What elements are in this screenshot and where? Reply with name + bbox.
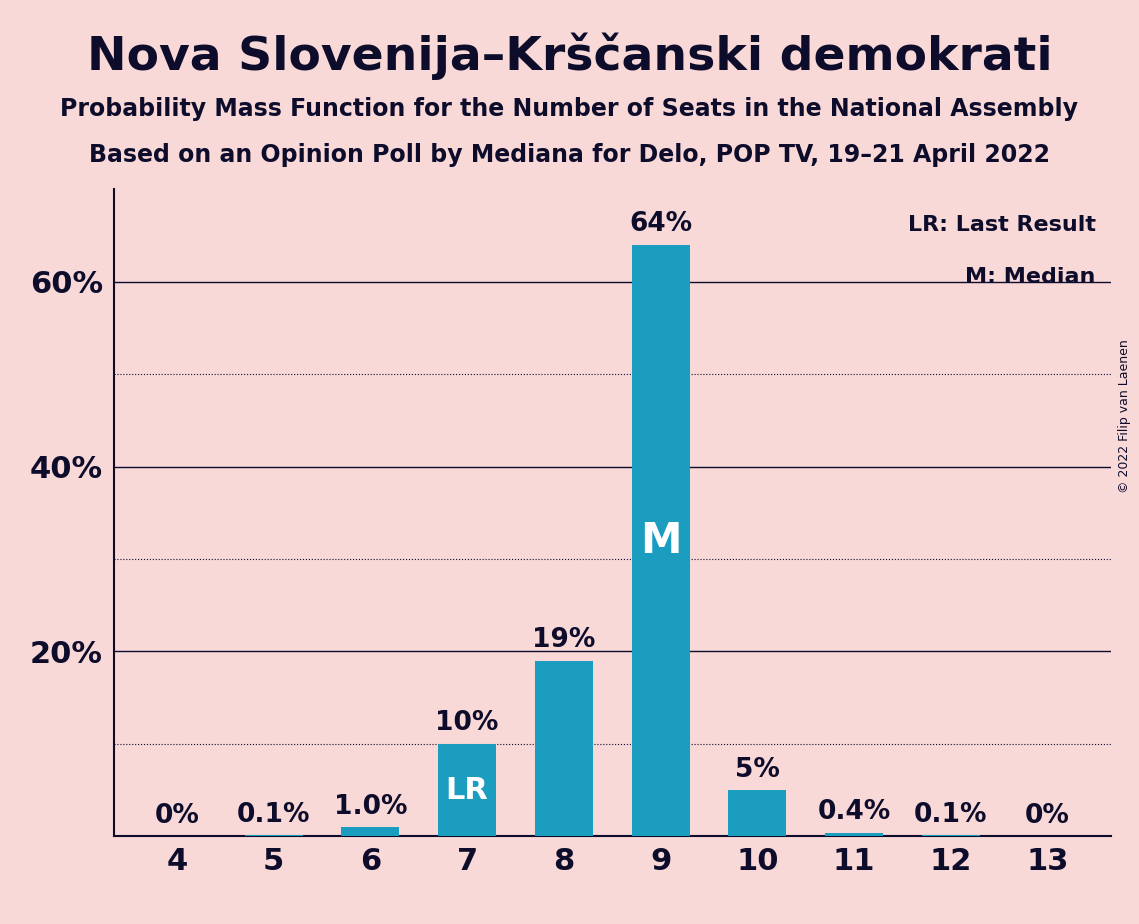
- Text: 10%: 10%: [435, 711, 499, 736]
- Bar: [825, 833, 883, 836]
- Text: Nova Slovenija–Krščanski demokrati: Nova Slovenija–Krščanski demokrati: [87, 32, 1052, 79]
- Text: 0%: 0%: [1025, 803, 1070, 829]
- Text: M: M: [640, 519, 681, 562]
- Text: 0.1%: 0.1%: [237, 802, 310, 828]
- Text: 19%: 19%: [532, 627, 596, 653]
- Bar: [245, 835, 303, 836]
- Text: 1.0%: 1.0%: [334, 794, 407, 820]
- Bar: [535, 661, 593, 836]
- Bar: [631, 245, 689, 836]
- Text: Probability Mass Function for the Number of Seats in the National Assembly: Probability Mass Function for the Number…: [60, 97, 1079, 121]
- Text: 0.4%: 0.4%: [818, 799, 891, 825]
- Text: Based on an Opinion Poll by Mediana for Delo, POP TV, 19–21 April 2022: Based on an Opinion Poll by Mediana for …: [89, 143, 1050, 167]
- Bar: [439, 744, 497, 836]
- Text: M: Median: M: Median: [965, 267, 1096, 287]
- Text: LR: Last Result: LR: Last Result: [908, 215, 1096, 236]
- Bar: [728, 790, 786, 836]
- Text: 0.1%: 0.1%: [915, 802, 988, 828]
- Bar: [342, 827, 400, 836]
- Text: © 2022 Filip van Laenen: © 2022 Filip van Laenen: [1118, 339, 1131, 492]
- Text: LR: LR: [445, 775, 489, 805]
- Bar: [921, 835, 980, 836]
- Text: 0%: 0%: [155, 803, 199, 829]
- Text: 64%: 64%: [629, 212, 693, 237]
- Text: 5%: 5%: [735, 757, 780, 783]
